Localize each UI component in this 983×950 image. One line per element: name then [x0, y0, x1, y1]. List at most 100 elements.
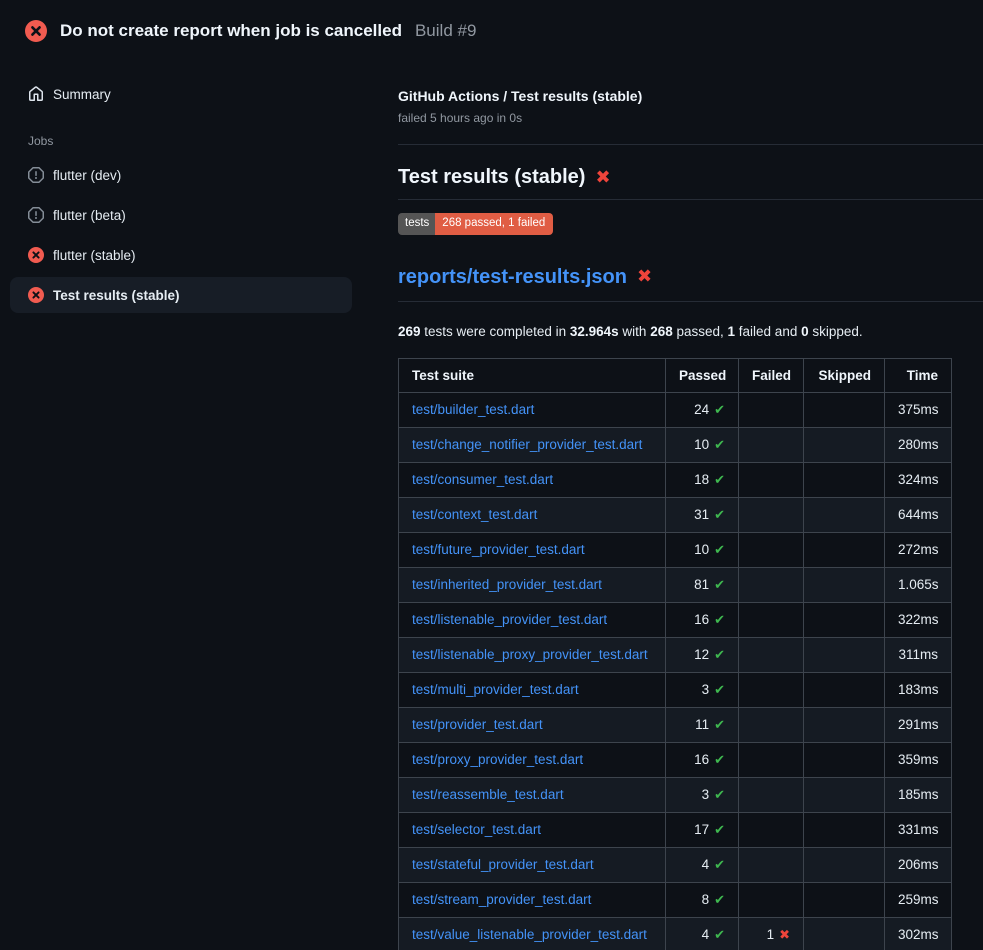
test-suite-link[interactable]: test/context_test.dart — [412, 507, 538, 522]
test-suite-link[interactable]: test/multi_provider_test.dart — [412, 682, 579, 697]
test-suite-link[interactable]: test/change_notifier_provider_test.dart — [412, 437, 643, 452]
passed-cell: 8 ✔ — [665, 881, 739, 918]
skipped-cell — [803, 846, 885, 883]
check-icon: ✔ — [714, 647, 725, 663]
table-header-row: Test suite Passed Failed Skipped Time — [398, 357, 952, 393]
failed-status-icon — [28, 287, 44, 303]
table-row: test/listenable_proxy_provider_test.dart… — [398, 636, 952, 673]
failed-cell — [738, 566, 804, 603]
test-suite-link[interactable]: test/value_listenable_provider_test.dart — [412, 927, 647, 942]
failed-cell — [738, 531, 804, 568]
skipped-cell — [803, 741, 885, 778]
suite-cell: test/future_provider_test.dart — [398, 531, 666, 568]
cancelled-stop-icon — [28, 207, 44, 223]
table-row: test/provider_test.dart 11 ✔ 291ms — [398, 706, 952, 743]
passed-cell: 81 ✔ — [665, 566, 739, 603]
report-link[interactable]: reports/test-results.json — [398, 265, 627, 288]
check-icon: ✔ — [714, 787, 725, 803]
tests-badge: tests 268 passed, 1 failed — [398, 213, 554, 235]
table-row: test/builder_test.dart 24 ✔ 375ms — [398, 391, 952, 428]
table-row: test/multi_provider_test.dart 3 ✔ 183ms — [398, 671, 952, 708]
time-cell: 302ms — [884, 916, 952, 950]
test-suite-link[interactable]: test/stream_provider_test.dart — [412, 892, 592, 907]
check-icon: ✔ — [714, 437, 725, 453]
skipped-cell — [803, 391, 885, 428]
skipped-cell — [803, 566, 885, 603]
passed-cell: 31 ✔ — [665, 496, 739, 533]
passed-cell: 12 ✔ — [665, 636, 739, 673]
check-icon: ✔ — [714, 892, 725, 908]
skipped-cell — [803, 426, 885, 463]
test-suite-link[interactable]: test/selector_test.dart — [412, 822, 542, 837]
job-label: Test results (stable) — [53, 287, 180, 303]
check-icon: ✔ — [714, 682, 725, 698]
test-suite-link[interactable]: test/reassemble_test.dart — [412, 787, 564, 802]
failed-cell — [738, 706, 804, 743]
failed-cell — [738, 601, 804, 638]
suite-cell: test/builder_test.dart — [398, 391, 666, 428]
passed-cell: 3 ✔ — [665, 671, 739, 708]
failed-cell — [738, 881, 804, 918]
sidebar-job-item[interactable]: flutter (beta) — [10, 197, 352, 233]
check-icon: ✔ — [714, 717, 725, 733]
test-suite-link[interactable]: test/builder_test.dart — [412, 402, 535, 417]
summary-text: with — [618, 323, 651, 339]
time-cell: 272ms — [884, 531, 952, 568]
test-suite-link[interactable]: test/listenable_provider_test.dart — [412, 612, 608, 627]
failed-cell — [738, 671, 804, 708]
suite-cell: test/change_notifier_provider_test.dart — [398, 426, 666, 463]
summary-text: skipped. — [808, 323, 863, 339]
table-row: test/value_listenable_provider_test.dart… — [398, 916, 952, 950]
sidebar-job-item[interactable]: flutter (stable) — [10, 237, 352, 273]
red-x-icon: ✖ — [636, 266, 653, 287]
time-cell: 359ms — [884, 741, 952, 778]
test-suite-link[interactable]: test/consumer_test.dart — [412, 472, 554, 487]
col-skipped: Skipped — [803, 357, 885, 393]
time-cell: 644ms — [884, 496, 952, 533]
passed-cell: 17 ✔ — [665, 811, 739, 848]
failed-count: 1 — [727, 323, 736, 339]
skipped-cell — [803, 461, 885, 498]
summary-text: passed, — [672, 323, 728, 339]
check-icon: ✔ — [714, 752, 725, 768]
time-cell: 311ms — [884, 636, 952, 673]
time-cell: 324ms — [884, 461, 952, 498]
passed-cell: 18 ✔ — [665, 461, 739, 498]
test-suite-link[interactable]: test/listenable_proxy_provider_test.dart — [412, 647, 648, 662]
test-suite-link[interactable]: test/inherited_provider_test.dart — [412, 577, 602, 592]
suite-cell: test/value_listenable_provider_test.dart — [398, 916, 666, 950]
passed-cell: 4 ✔ — [665, 846, 739, 883]
time-cell: 291ms — [884, 706, 952, 743]
badge-value: 268 passed, 1 failed — [435, 213, 554, 235]
suite-cell: test/context_test.dart — [398, 496, 666, 533]
test-suite-link[interactable]: test/future_provider_test.dart — [412, 542, 585, 557]
job-label: flutter (stable) — [53, 247, 136, 263]
sidebar-job-item[interactable]: flutter (dev) — [10, 157, 352, 193]
table-row: test/inherited_provider_test.dart 81 ✔ 1.… — [398, 566, 952, 603]
sidebar-item-summary[interactable]: Summary — [10, 80, 352, 108]
failed-cell: 1 ✖ — [738, 916, 804, 950]
time-cell: 259ms — [884, 881, 952, 918]
check-icon: ✔ — [714, 612, 725, 628]
failed-cell — [738, 741, 804, 778]
suite-cell: test/proxy_provider_test.dart — [398, 741, 666, 778]
test-suite-link[interactable]: test/provider_test.dart — [412, 717, 543, 732]
test-suite-link[interactable]: test/proxy_provider_test.dart — [412, 752, 584, 767]
failed-cell — [738, 811, 804, 848]
skipped-cell — [803, 601, 885, 638]
sidebar: Summary Jobs flutter (dev) flutter (beta… — [0, 56, 398, 317]
check-icon: ✔ — [714, 507, 725, 523]
sidebar-jobs: flutter (dev) flutter (beta) flutter (st… — [10, 157, 352, 313]
time-cell: 185ms — [884, 776, 952, 813]
skipped-cell — [803, 811, 885, 848]
sidebar-job-item[interactable]: Test results (stable) — [10, 277, 352, 313]
time-cell: 280ms — [884, 426, 952, 463]
col-time: Time — [884, 357, 952, 393]
table-row: test/stream_provider_test.dart 8 ✔ 259ms — [398, 881, 952, 918]
skipped-cell — [803, 496, 885, 533]
table-row: test/listenable_provider_test.dart 16 ✔ 3… — [398, 601, 952, 638]
time-cell: 1.065s — [884, 566, 952, 603]
test-suite-link[interactable]: test/stateful_provider_test.dart — [412, 857, 594, 872]
tests-summary: 269 tests were completed in 32.964s with… — [398, 324, 983, 339]
